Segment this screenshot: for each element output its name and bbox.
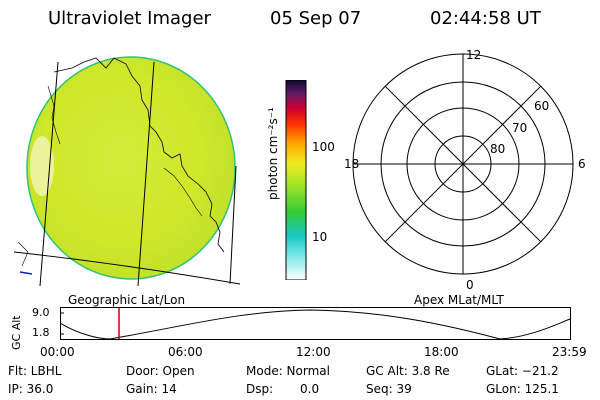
polar-ring-label-60: 60 <box>534 99 550 113</box>
app-title: Ultraviolet Imager <box>48 8 211 29</box>
altitude-plot <box>60 307 571 340</box>
status-flt: Flt: LBHL <box>8 364 62 378</box>
gridline <box>14 251 241 285</box>
status-mode: Mode: Normal <box>246 364 330 378</box>
gridline <box>229 165 237 285</box>
header-date: 05 Sep 07 <box>270 8 362 29</box>
altitude-trace <box>60 309 571 340</box>
status-seq: Seq: 39 <box>366 382 412 396</box>
polar-label-left: 18 <box>344 157 360 171</box>
coastline <box>53 57 225 253</box>
coastline-blue <box>19 271 33 275</box>
uv-disk <box>26 56 236 280</box>
status-glat: GLat: −21.2 <box>486 364 559 378</box>
image-caption: Geographic Lat/Lon <box>68 293 186 307</box>
polar-ring-label-80: 80 <box>490 142 506 156</box>
gridline <box>39 61 59 287</box>
altitude-xtick: 06:00 <box>168 345 203 359</box>
polar-label-right: 6 <box>578 157 586 171</box>
altitude-xtick: 23:59 <box>552 345 587 359</box>
polar-ring-label-70: 70 <box>512 121 528 135</box>
coastline <box>163 167 203 217</box>
altitude-ylabel: GC Alt <box>10 315 23 350</box>
altitude-xtick: 18:00 <box>424 345 459 359</box>
coastline <box>17 241 29 267</box>
colorbar-label: photon cm⁻²s⁻¹ <box>266 107 280 200</box>
coastline <box>47 85 61 145</box>
status-dsp-value: 0.0 <box>300 382 320 396</box>
colorbar-tick-10: 10 <box>312 230 328 244</box>
status-door: Door: Open <box>126 364 195 378</box>
colorbar-tick-100: 100 <box>312 140 335 154</box>
altitude-xtick: 12:00 <box>296 345 331 359</box>
polar-caption: Apex MLat/MLT <box>414 293 504 307</box>
status-ip: IP: 36.0 <box>8 382 54 396</box>
polar-label-top: 12 <box>466 48 482 62</box>
colorbar <box>285 80 307 280</box>
altitude-ytick-min: 1.8 <box>32 326 50 339</box>
polar-plot <box>352 53 574 275</box>
gridline <box>137 61 155 287</box>
status-gain: Gain: 14 <box>126 382 177 396</box>
uv-image-panel <box>14 56 241 287</box>
uv-bright-spot <box>30 136 54 196</box>
header-time: 02:44:58 UT <box>430 8 541 29</box>
altitude-xtick: 00:00 <box>40 345 75 359</box>
altitude-ytick-max: 9.0 <box>32 306 50 319</box>
status-gcalt: GC Alt: 3.8 Re <box>366 364 450 378</box>
status-dsp-label: Dsp: <box>246 382 274 396</box>
polar-label-bottom: 0 <box>466 278 474 292</box>
polar-diagonal <box>384 85 542 243</box>
status-glon: GLon: 125.1 <box>486 382 559 396</box>
